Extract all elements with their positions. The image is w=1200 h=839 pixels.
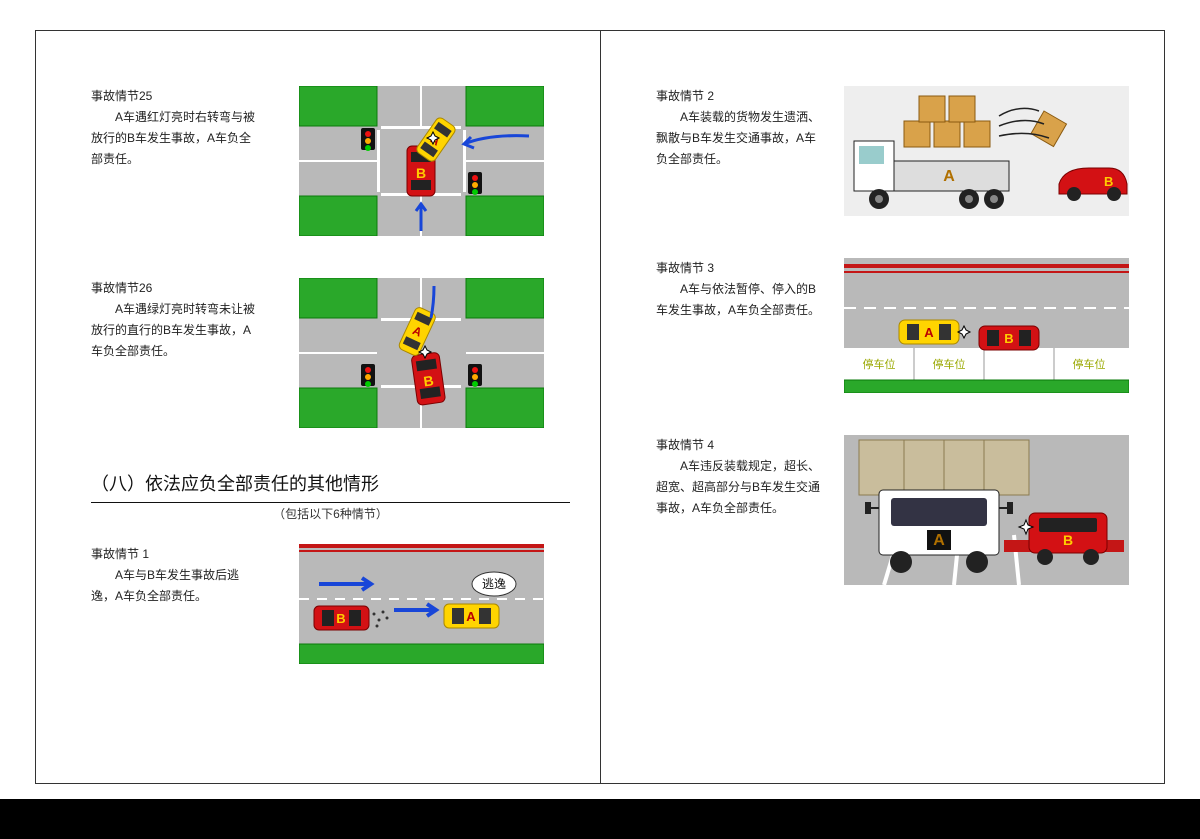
scenario-title: 事故情节 3 bbox=[656, 258, 826, 279]
svg-text:B: B bbox=[1004, 331, 1013, 346]
scenario-figure: 停车位 停车位 停车位 A B bbox=[838, 258, 1134, 393]
scenario-1: 事故情节 1 A车与B车发生事故后逃逸，A车负全部责任。 B bbox=[91, 544, 570, 664]
scenario-26: 事故情节26 A车遇绿灯亮时转弯未让被放行的直行的B车发生事故，A车负全部责任。 bbox=[91, 278, 570, 428]
footer-bar bbox=[0, 799, 1200, 839]
scenario-25: 事故情节25 A车遇红灯亮时右转弯与被放行的B车发生事故，A车负全部责任。 bbox=[91, 86, 570, 236]
svg-text:A: A bbox=[466, 609, 476, 624]
scenario-figure: A bbox=[838, 86, 1134, 216]
svg-text:A: A bbox=[924, 325, 934, 340]
svg-text:A: A bbox=[943, 168, 955, 185]
scenario-figure: B A bbox=[273, 86, 570, 236]
scenario-title: 事故情节26 bbox=[91, 278, 261, 299]
svg-text:B: B bbox=[416, 165, 426, 181]
section-title: （八）依法应负全部责任的其他情形 bbox=[91, 470, 570, 500]
svg-text:停车位: 停车位 bbox=[862, 357, 895, 371]
scenario-desc: A车装载的货物发生遗洒、飘散与B车发生交通事故，A车负全部责任。 bbox=[656, 107, 826, 170]
scenario-3: 事故情节 3 A车与依法暂停、停入的B车发生事故，A车负全部责任。 停车位停车位… bbox=[656, 258, 1134, 393]
scenario-figure: B A 逃逸 bbox=[273, 544, 570, 664]
svg-text:B: B bbox=[1104, 174, 1113, 189]
svg-text:B: B bbox=[1062, 532, 1072, 548]
page-spread: 事故情节25 A车遇红灯亮时右转弯与被放行的B车发生事故，A车负全部责任。 bbox=[35, 30, 1165, 784]
scenario-desc: A车遇红灯亮时右转弯与被放行的B车发生事故，A车负全部责任。 bbox=[91, 107, 261, 170]
scenario-title: 事故情节25 bbox=[91, 86, 261, 107]
section-heading: （八）依法应负全部责任的其他情形 （包括以下6种情节） bbox=[91, 470, 570, 522]
flee-tag: 逃逸 bbox=[482, 577, 506, 591]
scenario-title: 事故情节 2 bbox=[656, 86, 826, 107]
scenario-4: 事故情节 4 A车违反装载规定，超长、超宽、超高部分与B车发生交通事故，A车负全… bbox=[656, 435, 1134, 585]
scenario-figure: A B bbox=[838, 435, 1134, 585]
svg-text:B: B bbox=[336, 611, 345, 626]
scenario-figure: B A bbox=[273, 278, 570, 428]
scenario-desc: A车违反装载规定，超长、超宽、超高部分与B车发生交通事故，A车负全部责任。 bbox=[656, 456, 826, 519]
scenario-desc: A车与依法暂停、停入的B车发生事故，A车负全部责任。 bbox=[656, 279, 826, 321]
section-subtitle: （包括以下6种情节） bbox=[91, 505, 570, 522]
scenario-title: 事故情节 4 bbox=[656, 435, 826, 456]
svg-text:A: A bbox=[933, 532, 945, 549]
right-page: 事故情节 2 A车装载的货物发生遗洒、飘散与B车发生交通事故，A车负全部责任。 … bbox=[600, 31, 1164, 783]
scenario-2: 事故情节 2 A车装载的货物发生遗洒、飘散与B车发生交通事故，A车负全部责任。 … bbox=[656, 86, 1134, 216]
scenario-desc: A车与B车发生事故后逃逸，A车负全部责任。 bbox=[91, 565, 261, 607]
scenario-desc: A车遇绿灯亮时转弯未让被放行的直行的B车发生事故，A车负全部责任。 bbox=[91, 299, 261, 362]
svg-text:停车位: 停车位 bbox=[1072, 357, 1105, 371]
scenario-title: 事故情节 1 bbox=[91, 544, 261, 565]
svg-text:停车位: 停车位 bbox=[932, 357, 965, 371]
left-page: 事故情节25 A车遇红灯亮时右转弯与被放行的B车发生事故，A车负全部责任。 bbox=[36, 31, 600, 783]
